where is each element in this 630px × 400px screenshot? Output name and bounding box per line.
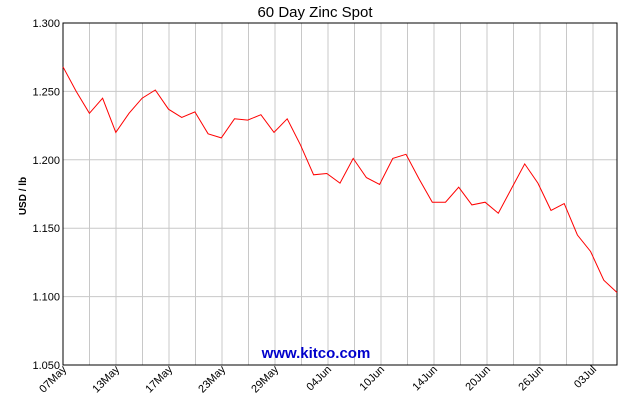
y-tick-label: 1.050 bbox=[32, 360, 60, 372]
y-tick-label: 1.200 bbox=[32, 155, 60, 167]
chart-title: 60 Day Zinc Spot bbox=[257, 4, 373, 21]
grid-lines bbox=[63, 23, 617, 365]
y-tick-label: 1.100 bbox=[32, 292, 60, 304]
y-tick-label: 1.300 bbox=[32, 18, 60, 30]
y-tick-label: 1.250 bbox=[32, 86, 60, 98]
y-axis-ticks: 1.300 1.250 1.200 1.150 1.100 1.050 bbox=[32, 18, 60, 372]
zinc-price-line bbox=[62, 66, 618, 293]
y-tick-label: 1.150 bbox=[32, 223, 60, 235]
watermark-text: www.kitco.com bbox=[261, 345, 371, 362]
plot-area-border bbox=[62, 22, 618, 366]
y-axis-label: USD / lb bbox=[18, 177, 29, 215]
